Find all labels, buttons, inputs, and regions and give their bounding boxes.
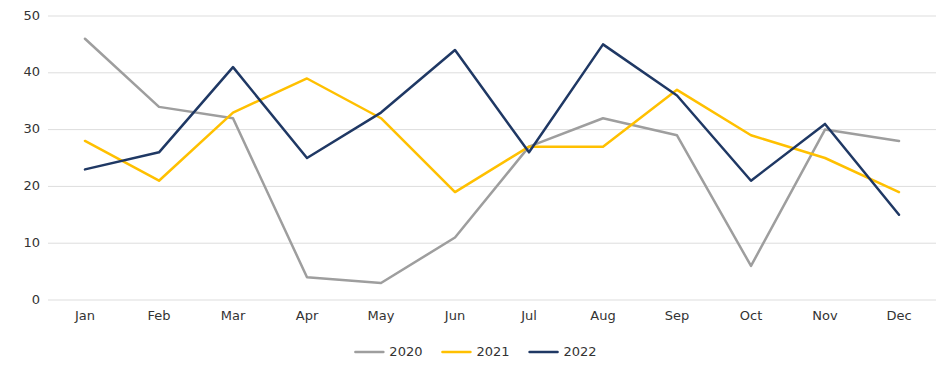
grid-line xyxy=(48,300,936,301)
legend-swatch xyxy=(530,351,558,354)
legend-label: 2022 xyxy=(564,344,597,359)
y-tick-label: 0 xyxy=(32,292,40,307)
x-tick-label: Jan xyxy=(74,308,95,323)
grid-line xyxy=(48,129,936,130)
y-tick-label: 40 xyxy=(23,64,40,79)
legend-swatch xyxy=(355,351,383,354)
grid-line xyxy=(48,243,936,244)
x-tick-label: Sep xyxy=(665,308,690,323)
series-line xyxy=(85,44,899,214)
x-tick-label: Dec xyxy=(886,308,911,323)
y-tick-label: 50 xyxy=(23,8,40,23)
legend-swatch xyxy=(442,351,470,354)
x-tick-label: Mar xyxy=(221,308,246,323)
x-tick-label: Jul xyxy=(520,308,537,323)
x-tick-label: May xyxy=(368,308,395,323)
legend-item: 2020 xyxy=(355,344,422,359)
x-tick-label: Apr xyxy=(296,308,319,323)
x-tick-label: Oct xyxy=(740,308,762,323)
lines xyxy=(85,39,899,283)
grid-line xyxy=(48,16,936,17)
x-axis: Jan Feb Mar Apr May Jun Jul Aug Sep Oct Nov Dec xyxy=(74,308,912,323)
y-tick-label: 10 xyxy=(23,235,40,250)
x-tick-label: Jun xyxy=(444,308,465,323)
grid xyxy=(48,16,936,300)
x-tick-label: Aug xyxy=(590,308,615,323)
legend: 2020 2021 2022 xyxy=(355,344,596,359)
legend-item: 2021 xyxy=(442,344,509,359)
series-line xyxy=(85,39,899,283)
y-axis: 0 10 20 30 40 50 xyxy=(23,8,40,307)
chart: 0 10 20 30 40 50 Jan Feb Mar Apr May Jun Jul Aug Sep Oc… xyxy=(0,0,952,372)
legend-label: 2020 xyxy=(389,344,422,359)
chart-container: 0 10 20 30 40 50 Jan Feb Mar Apr May Jun Jul Aug Sep Oc… xyxy=(0,0,952,372)
legend-item: 2022 xyxy=(530,344,597,359)
x-tick-label: Nov xyxy=(812,308,838,323)
grid-line xyxy=(48,186,936,187)
y-tick-label: 30 xyxy=(23,121,40,136)
y-tick-label: 20 xyxy=(23,178,40,193)
grid-line xyxy=(48,72,936,73)
x-tick-label: Feb xyxy=(147,308,170,323)
legend-label: 2021 xyxy=(476,344,509,359)
